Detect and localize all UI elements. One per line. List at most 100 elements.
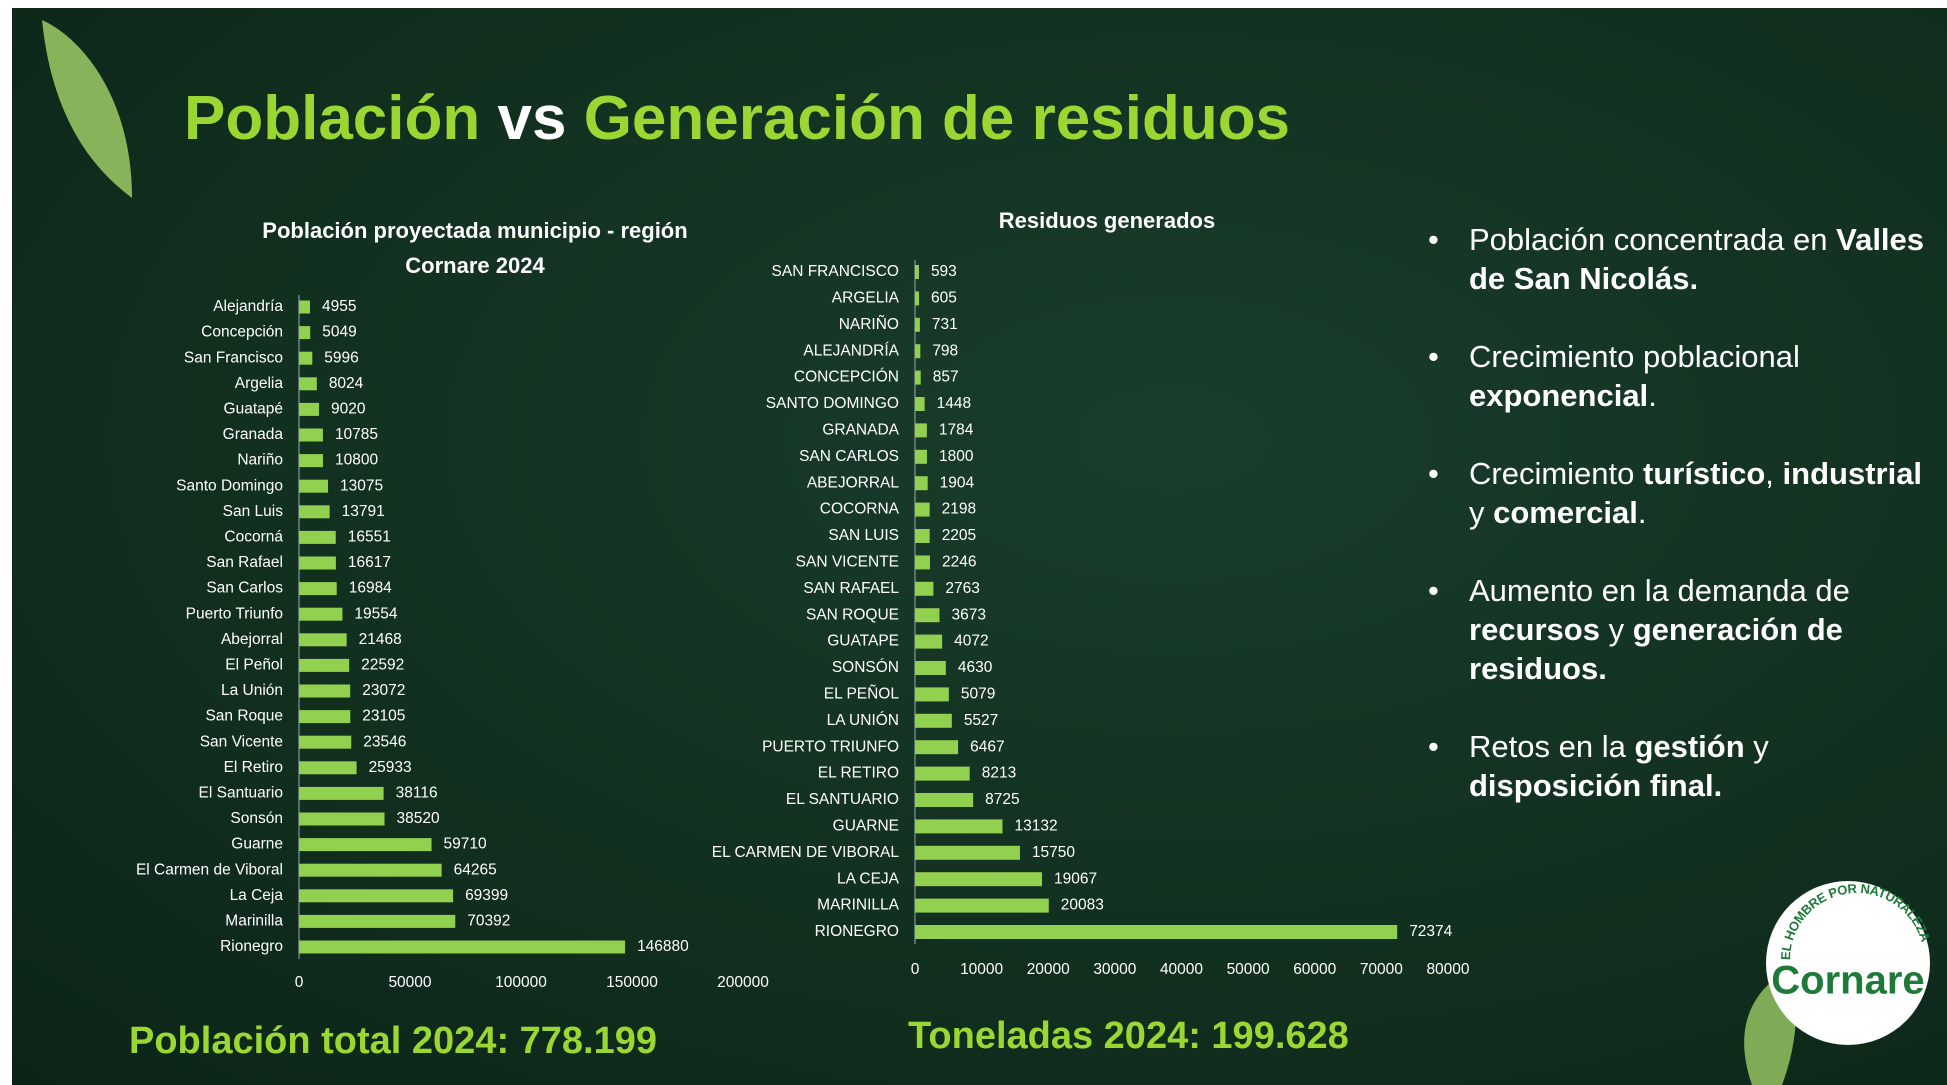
data-label: 8213 bbox=[982, 765, 1016, 782]
bar bbox=[299, 454, 323, 467]
bar bbox=[915, 740, 958, 754]
data-label: 798 bbox=[932, 342, 958, 359]
y-tick-label: San Francisco bbox=[184, 349, 283, 366]
bar bbox=[915, 872, 1042, 886]
y-tick-label: Marinilla bbox=[225, 912, 283, 929]
y-tick-label: MARINILLA bbox=[817, 897, 899, 914]
bar bbox=[299, 480, 328, 493]
y-tick-label: Guatapé bbox=[224, 400, 283, 417]
data-label: 1904 bbox=[940, 474, 975, 491]
x-tick-label: 0 bbox=[295, 974, 304, 991]
y-tick-label: GUATAPE bbox=[827, 633, 899, 650]
y-tick-label: El Retiro bbox=[224, 759, 283, 776]
data-label: 5049 bbox=[322, 324, 356, 341]
y-tick-label: Rionegro bbox=[220, 938, 283, 955]
bar bbox=[299, 941, 625, 954]
data-label: 13075 bbox=[340, 477, 383, 494]
data-label: 22592 bbox=[361, 656, 404, 673]
x-tick-label: 60000 bbox=[1293, 961, 1336, 978]
y-tick-label: SAN CARLOS bbox=[799, 448, 899, 465]
data-label: 2763 bbox=[945, 580, 979, 597]
x-tick-label: 30000 bbox=[1093, 961, 1136, 978]
bar bbox=[915, 450, 927, 464]
x-tick-label: 150000 bbox=[606, 974, 658, 991]
bar bbox=[915, 529, 930, 543]
data-label: 13132 bbox=[1014, 817, 1057, 834]
y-tick-label: Abejorral bbox=[221, 631, 283, 648]
data-label: 731 bbox=[932, 316, 958, 333]
data-label: 2198 bbox=[942, 501, 976, 518]
y-tick-label: Sonsón bbox=[230, 810, 283, 827]
x-tick-label: 200000 bbox=[717, 974, 769, 991]
y-tick-label: San Luis bbox=[223, 503, 284, 520]
data-label: 38116 bbox=[396, 784, 438, 801]
bar bbox=[915, 318, 920, 332]
bar bbox=[299, 633, 347, 646]
bar bbox=[299, 710, 350, 723]
y-tick-label: LA UNIÓN bbox=[827, 712, 899, 729]
y-tick-label: PUERTO TRIUNFO bbox=[762, 738, 899, 755]
bar bbox=[915, 714, 952, 728]
bar bbox=[915, 687, 949, 701]
y-tick-label: Granada bbox=[223, 426, 284, 443]
y-tick-label: La Ceja bbox=[230, 887, 284, 904]
y-tick-label: RIONEGRO bbox=[815, 923, 899, 940]
bar bbox=[915, 608, 939, 622]
y-tick-label: San Vicente bbox=[200, 733, 283, 750]
data-label: 15750 bbox=[1032, 844, 1075, 861]
data-label: 605 bbox=[931, 289, 957, 306]
bar bbox=[915, 397, 925, 411]
bar bbox=[299, 864, 442, 877]
y-tick-label: Argelia bbox=[235, 375, 284, 392]
y-tick-label: San Roque bbox=[205, 708, 283, 725]
bar bbox=[299, 608, 342, 621]
y-tick-label: Puerto Triunfo bbox=[186, 605, 283, 622]
bar bbox=[915, 582, 933, 596]
bar bbox=[299, 813, 385, 826]
data-label: 72374 bbox=[1409, 923, 1452, 940]
y-tick-label: SAN ROQUE bbox=[806, 606, 899, 623]
data-label: 5079 bbox=[961, 685, 995, 702]
x-tick-label: 80000 bbox=[1426, 961, 1469, 978]
y-tick-label: Concepción bbox=[201, 324, 283, 341]
x-tick-label: 40000 bbox=[1160, 961, 1203, 978]
x-tick-label: 10000 bbox=[960, 961, 1003, 978]
data-label: 1784 bbox=[939, 421, 974, 438]
bar bbox=[299, 429, 323, 442]
data-label: 16617 bbox=[348, 554, 391, 571]
bar bbox=[915, 793, 973, 807]
data-label: 13791 bbox=[342, 503, 385, 520]
y-tick-label: La Unión bbox=[221, 682, 283, 699]
slide: Población vs Generación de residuos Pobl… bbox=[12, 8, 1947, 1085]
bar bbox=[915, 555, 930, 569]
y-tick-label: NARIÑO bbox=[839, 316, 899, 333]
bar bbox=[915, 476, 928, 490]
bar bbox=[299, 326, 310, 339]
data-label: 1448 bbox=[937, 395, 971, 412]
bar bbox=[299, 889, 453, 902]
data-label: 64265 bbox=[454, 861, 497, 878]
data-label: 10800 bbox=[335, 452, 378, 469]
bar bbox=[915, 661, 946, 675]
y-tick-label: El Peñol bbox=[225, 656, 283, 673]
y-tick-label: SAN RAFAEL bbox=[803, 580, 899, 597]
data-label: 4072 bbox=[954, 633, 988, 650]
bar bbox=[299, 301, 310, 314]
data-label: 5527 bbox=[964, 712, 998, 729]
bar bbox=[299, 557, 336, 570]
bar bbox=[299, 505, 330, 518]
data-label: 70392 bbox=[467, 912, 510, 929]
bar bbox=[299, 582, 337, 595]
y-tick-label: Guarne bbox=[231, 836, 283, 853]
bar bbox=[915, 291, 919, 305]
bar bbox=[915, 899, 1049, 913]
data-label: 16984 bbox=[349, 580, 392, 597]
data-label: 1800 bbox=[939, 448, 974, 465]
bar bbox=[299, 352, 312, 365]
data-label: 146880 bbox=[637, 938, 689, 955]
bar bbox=[915, 371, 921, 385]
bar bbox=[915, 265, 919, 279]
data-label: 23546 bbox=[363, 733, 406, 750]
y-tick-label: Santo Domingo bbox=[176, 477, 283, 494]
data-label: 21468 bbox=[359, 631, 402, 648]
